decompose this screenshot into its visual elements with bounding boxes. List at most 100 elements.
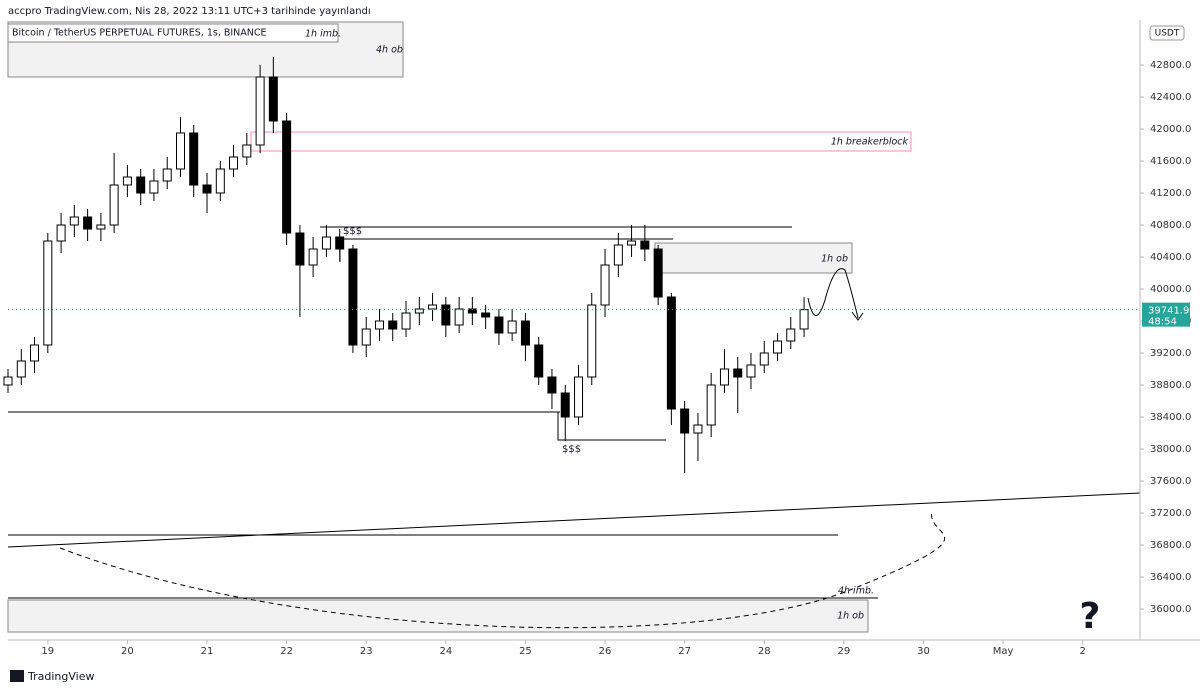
y-tick-label: 37200.0 (1150, 508, 1191, 519)
y-tick-label: 36400.0 (1150, 572, 1191, 583)
symbol-box (7, 23, 339, 43)
candle-body (773, 340, 783, 354)
candle-body (282, 120, 292, 234)
candle-body (441, 304, 451, 326)
candle-body (534, 344, 544, 378)
candle-body (149, 180, 159, 194)
y-tick-label: 41200.0 (1150, 188, 1191, 199)
y-tick-label: 41600.0 (1150, 156, 1191, 167)
candle-body (494, 316, 504, 334)
candle-body (229, 156, 239, 170)
y-tick-label: 42000.0 (1150, 124, 1191, 135)
candle-body (706, 384, 716, 426)
candle-body (136, 176, 146, 194)
x-tick-label: 22 (280, 646, 293, 657)
y-tick-label: 40000.0 (1150, 284, 1191, 295)
y-tick-label: 38400.0 (1150, 412, 1191, 423)
candle-body (295, 232, 305, 266)
candle-body (162, 168, 172, 182)
candle-body (786, 328, 796, 342)
x-tick-label: 26 (599, 646, 612, 657)
candle-body (640, 240, 650, 250)
zone-1h-ob (7, 599, 869, 633)
candle-body (268, 76, 278, 122)
candle-body (428, 304, 438, 310)
candle-body (335, 236, 345, 250)
y-tick-label: 42800.0 (1150, 60, 1191, 71)
label-breaker: 1h breakerblock (831, 137, 909, 148)
y-tick-label: 39200.0 (1150, 348, 1191, 359)
candle-body (388, 320, 398, 330)
last-price-tag (1142, 302, 1190, 327)
x-tick-label: 24 (439, 646, 452, 657)
label-1h-ob: 1h ob (821, 254, 848, 265)
candle-body (401, 312, 411, 330)
candle-body (574, 376, 584, 418)
countdown-label: 48:54 (1148, 317, 1177, 328)
candle-body (560, 392, 570, 418)
x-tick-label: 19 (41, 646, 54, 657)
candle-body (680, 408, 690, 434)
candle-body (613, 244, 623, 266)
level-line (339, 238, 673, 262)
candle-body (600, 264, 610, 306)
y-tick-label: 38800.0 (1150, 380, 1191, 391)
label-1h-ob: 1h ob (837, 611, 864, 622)
candle-body (361, 328, 371, 346)
candle-body (666, 296, 676, 410)
candle-body (69, 216, 79, 226)
candle-body (202, 184, 212, 194)
candle-body (454, 308, 464, 326)
currency: USDT (1155, 29, 1180, 39)
y-tick-label: 36800.0 (1150, 540, 1191, 551)
candle-body (96, 224, 106, 230)
candle-body (799, 309, 809, 330)
label-liquidity: $$$ (343, 226, 362, 237)
candle-body (746, 364, 756, 378)
candle-body (321, 236, 331, 250)
candle-body (16, 360, 26, 378)
candle-body (348, 248, 358, 346)
x-tick-label: 25 (519, 646, 532, 657)
label-4h-imb: 4h imb. (838, 586, 874, 597)
label-liquidity: $$$ (562, 444, 581, 455)
candle-body (255, 76, 265, 146)
candle-body (215, 168, 225, 194)
candle-body (3, 376, 13, 386)
x-tick-label: 23 (360, 646, 373, 657)
candle-body (122, 176, 132, 186)
candle-body (547, 376, 557, 394)
y-tick-label: 38000.0 (1150, 444, 1191, 455)
candle-body (414, 308, 424, 314)
zone-1h-ob (654, 242, 853, 274)
candle-body (627, 240, 637, 246)
candle-body (43, 240, 53, 346)
currency-box (1149, 25, 1185, 41)
level-line (557, 412, 666, 441)
candle-body (83, 216, 93, 230)
x-tick-label: 30 (917, 646, 930, 657)
x-tick-label: 21 (201, 646, 214, 657)
candle-body (189, 132, 199, 186)
y-tick-label: 42400.0 (1150, 92, 1191, 103)
candle-body (653, 248, 663, 298)
y-tick-label: 36000.0 (1150, 604, 1191, 615)
y-tick-label: 37600.0 (1150, 476, 1191, 487)
brand: TradingView (27, 670, 94, 683)
symbol: Bitcoin / TetherUS PERPETUAL FUTURES, 1s… (12, 28, 267, 39)
candle-body (759, 352, 769, 366)
x-tick-label: 2 (1079, 646, 1085, 657)
candle-body (520, 320, 530, 346)
x-tick-label: 29 (837, 646, 850, 657)
candle-body (507, 320, 517, 334)
candle-body (30, 344, 40, 362)
candle-body (467, 308, 477, 314)
question-mark: ? (1080, 596, 1101, 637)
candle-body (56, 224, 66, 242)
candle-body (176, 132, 186, 170)
x-tick-label: 28 (758, 646, 771, 657)
x-tick-label: 20 (121, 646, 134, 657)
forecast-path (807, 268, 864, 321)
trend-line (7, 492, 1141, 548)
